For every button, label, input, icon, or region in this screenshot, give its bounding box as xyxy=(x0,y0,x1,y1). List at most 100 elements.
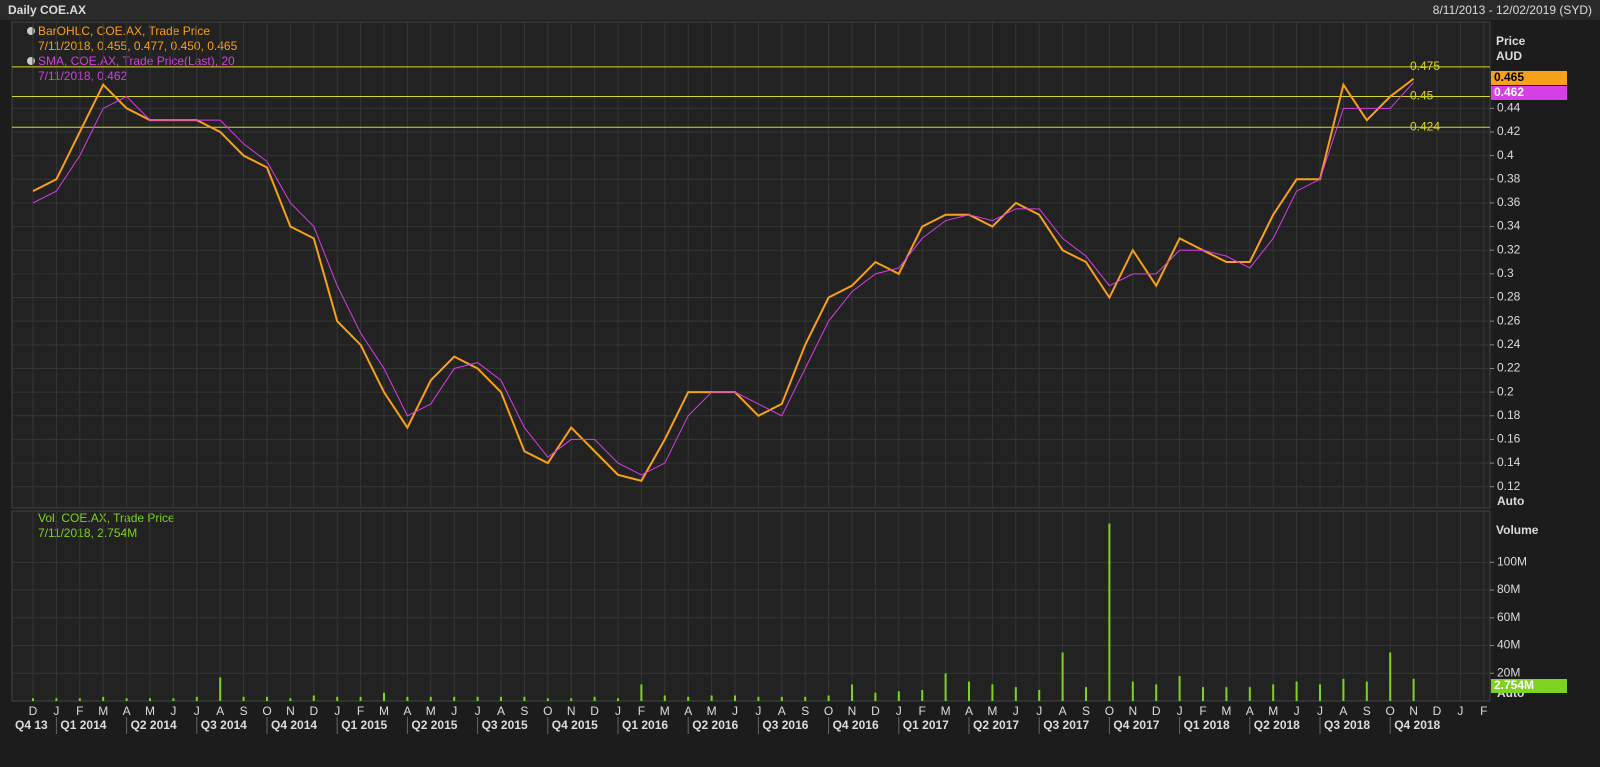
scale-mode[interactable]: Auto xyxy=(1497,494,1524,508)
volume-bar xyxy=(897,691,900,701)
y-tick-label: 100M xyxy=(1497,554,1527,568)
x-tick-label: M xyxy=(1221,704,1231,718)
volume-bar xyxy=(851,684,853,701)
x-tick-label: A xyxy=(497,704,505,718)
volume-bar xyxy=(336,696,339,701)
legend-entry: BarOHLC, COE.AX, Trade Price xyxy=(38,24,210,38)
last-value-label: 2.754M xyxy=(1494,678,1534,692)
y-tick-label: 60M xyxy=(1497,610,1520,624)
x-tick-label: J xyxy=(1177,704,1183,718)
volume-bar xyxy=(1389,652,1392,701)
legend-detail: 7/11/2018, 0.462 xyxy=(38,69,128,83)
volume-bar xyxy=(780,696,783,701)
volume-bar xyxy=(55,698,58,701)
x-tick-label: F xyxy=(357,704,364,718)
volume-bar xyxy=(102,696,105,701)
x-tick-label: J xyxy=(615,704,621,718)
quarter-label: Q3 2016 xyxy=(762,718,808,732)
volume-bar xyxy=(32,698,34,701)
y-tick-label: 20M xyxy=(1497,665,1520,679)
volume-bar xyxy=(78,698,81,701)
x-tick-label: F xyxy=(638,704,645,718)
y-tick-label: 0.42 xyxy=(1497,124,1521,138)
x-tick-label: A xyxy=(684,704,692,718)
x-tick-label: S xyxy=(1082,704,1090,718)
x-tick-label: O xyxy=(1386,704,1395,718)
x-tick-label: O xyxy=(1105,704,1114,718)
quarter-label: Q1 2015 xyxy=(341,718,387,732)
x-tick-label: D xyxy=(309,704,318,718)
volume-bar xyxy=(1365,681,1368,701)
x-tick-label: M xyxy=(987,704,997,718)
volume-panel xyxy=(11,510,1491,702)
price-line xyxy=(32,81,1414,476)
date-range: 8/11/2013 - 12/02/2019 (SYD) xyxy=(1433,3,1592,17)
volume-bar xyxy=(1131,681,1134,701)
quarter-label: Q2 2015 xyxy=(411,718,457,732)
volume-bar xyxy=(1295,681,1298,701)
volume-bar xyxy=(663,695,666,701)
quarter-label: Q1 2014 xyxy=(60,718,106,732)
y-axis-title: Price xyxy=(1496,34,1526,48)
volume-bar xyxy=(476,696,479,701)
x-tick-label: J xyxy=(755,704,761,718)
quarter-label: Q2 2016 xyxy=(692,718,738,732)
volume-bar xyxy=(149,698,151,701)
y-tick-label: 0.34 xyxy=(1497,219,1521,233)
x-tick-label: J xyxy=(1317,704,1323,718)
quarter-label: Q4 2017 xyxy=(1113,718,1159,732)
legend-icon[interactable] xyxy=(27,27,35,35)
y-tick-label: 0.28 xyxy=(1497,290,1521,304)
y-tick-label: 40M xyxy=(1497,638,1520,652)
volume-bar xyxy=(383,692,385,701)
last-value-badge xyxy=(1491,679,1567,693)
legend-icon[interactable] xyxy=(27,57,35,65)
quarter-label: Q4 13 xyxy=(15,718,48,732)
x-tick-label: F xyxy=(1480,704,1487,718)
volume-bar xyxy=(195,696,198,701)
volume-bar xyxy=(640,684,643,701)
x-tick-label: A xyxy=(965,704,973,718)
x-tick-label: N xyxy=(1128,704,1137,718)
legend-entry: Vol, COE.AX, Trade Price xyxy=(38,511,175,525)
x-tick-label: J xyxy=(1457,704,1463,718)
volume-bar xyxy=(757,696,760,701)
volume-bar xyxy=(125,698,128,701)
title: Daily COE.AX xyxy=(8,3,86,17)
y-tick-label: 0.32 xyxy=(1497,242,1521,256)
volume-bar xyxy=(804,696,807,701)
x-tick-label: J xyxy=(1013,704,1019,718)
volume-bar xyxy=(523,696,526,701)
y-tick-label: 80M xyxy=(1497,582,1520,596)
x-tick-label: J xyxy=(170,704,176,718)
legend-detail: 7/11/2018, 0.455, 0.477, 0.450, 0.465 xyxy=(38,39,238,53)
x-tick-label: S xyxy=(520,704,528,718)
x-tick-label: A xyxy=(1339,704,1347,718)
x-tick-label: D xyxy=(1433,704,1442,718)
y-tick-label: 0.12 xyxy=(1497,479,1521,493)
x-tick-label: A xyxy=(1059,704,1067,718)
level-label: 0.45 xyxy=(1410,89,1434,103)
y-tick-label: 0.3 xyxy=(1497,266,1514,280)
volume-bar xyxy=(359,696,362,701)
x-tick-label: M xyxy=(707,704,717,718)
x-tick-label: N xyxy=(567,704,576,718)
y-axis-unit: AUD xyxy=(1496,49,1522,63)
quarter-label: Q3 2017 xyxy=(1043,718,1089,732)
volume-bar xyxy=(874,692,877,701)
quarter-label: Q3 2014 xyxy=(201,718,247,732)
x-tick-label: A xyxy=(1246,704,1254,718)
x-tick-label: F xyxy=(1199,704,1206,718)
x-tick-label: A xyxy=(403,704,411,718)
volume-bar xyxy=(1178,676,1181,701)
y-tick-label: 0.38 xyxy=(1497,171,1521,185)
quarter-label: Q2 2017 xyxy=(973,718,1019,732)
quarter-label: Q2 2014 xyxy=(131,718,177,732)
last-value-badge xyxy=(1491,86,1567,100)
volume-bar xyxy=(1342,678,1345,701)
x-tick-label: O xyxy=(262,704,271,718)
volume-bar xyxy=(991,684,994,701)
volume-bar xyxy=(1319,684,1321,701)
x-tick-label: A xyxy=(123,704,131,718)
volume-bar xyxy=(289,698,292,701)
